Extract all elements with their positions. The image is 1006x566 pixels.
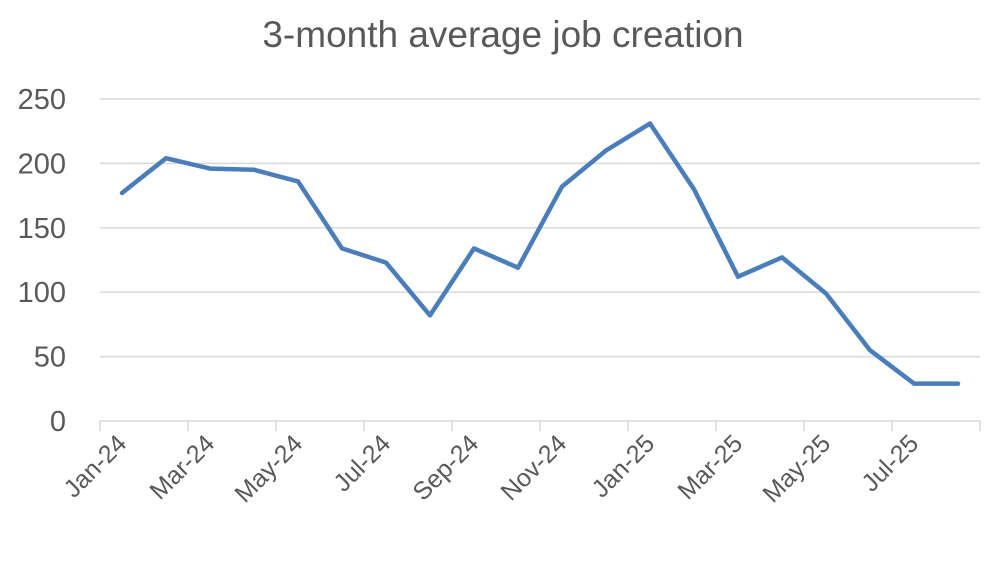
y-tick-label: 200 [18, 148, 66, 180]
y-tick-label: 0 [50, 406, 66, 438]
y-tick-label: 100 [18, 277, 66, 309]
x-tick-label: Sep-24 [407, 429, 484, 506]
x-tick-label: Jan-24 [58, 429, 132, 503]
data-line [119, 121, 961, 386]
x-tick-label: Mar-24 [144, 429, 220, 505]
x-tick-label: Jul-24 [328, 429, 396, 497]
y-tick-label: 50 [34, 342, 66, 374]
x-tick-label: Nov-24 [495, 429, 572, 506]
x-tick-label: Jul-25 [856, 429, 924, 497]
x-tick-label: Jan-25 [586, 429, 660, 503]
chart-title: 3-month average job creation [262, 14, 744, 55]
x-tick-label: Mar-25 [672, 429, 748, 505]
y-tick-label: 150 [18, 213, 66, 245]
y-tick-label: 250 [18, 84, 66, 116]
x-tick-label: May-24 [229, 429, 308, 508]
x-tick-label: May-25 [757, 429, 836, 508]
